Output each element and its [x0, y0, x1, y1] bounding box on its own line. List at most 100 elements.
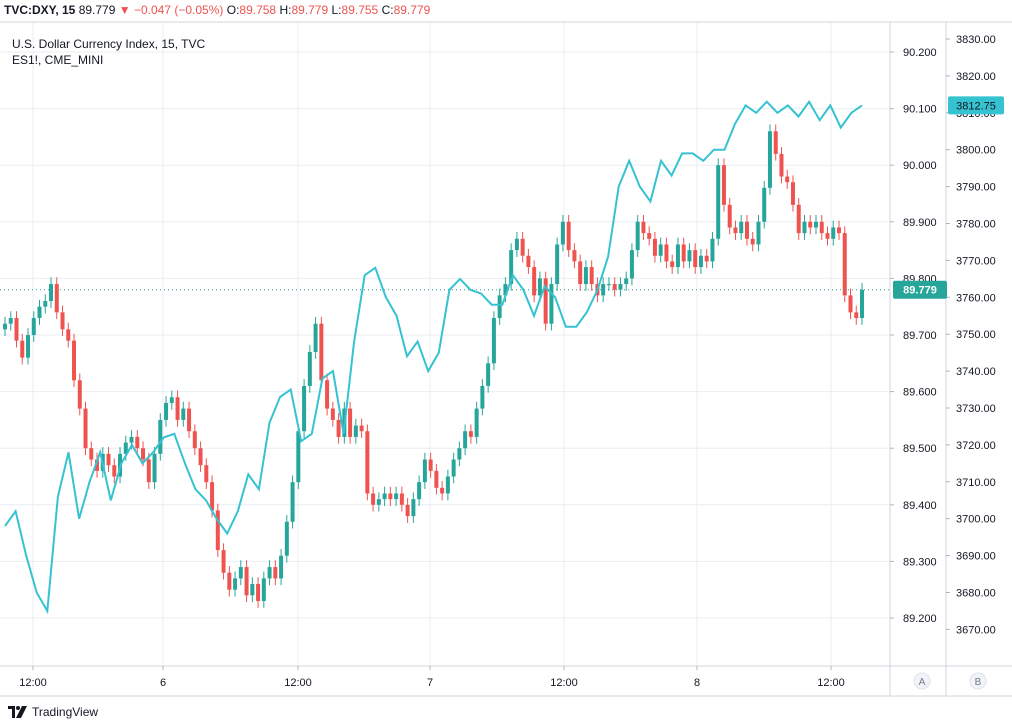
- candle-body: [72, 340, 77, 381]
- candle-body: [106, 453, 111, 466]
- high-label: H:: [279, 3, 292, 17]
- scale-button-A[interactable]: A: [913, 672, 931, 690]
- candle-body: [578, 261, 583, 285]
- candle-body: [440, 487, 445, 494]
- y-right-tick-label: 3710.00: [956, 477, 996, 489]
- candle-body: [319, 323, 324, 381]
- candle-body: [658, 244, 663, 256]
- y-right-tick-label: 3700.00: [956, 514, 996, 526]
- last-price-badge: [893, 280, 947, 299]
- candle-body: [353, 425, 358, 437]
- y-right-tick-label: 3690.00: [956, 551, 996, 563]
- candle-body: [762, 187, 767, 222]
- candle-body: [497, 295, 502, 319]
- candle-body: [273, 567, 278, 579]
- candle-body: [836, 227, 841, 234]
- candle-body: [422, 459, 427, 483]
- candle-body: [641, 221, 646, 234]
- candle-body: [3, 323, 7, 330]
- candle-body: [307, 351, 312, 386]
- candle-body: [261, 578, 266, 602]
- x-tick-label: 7: [427, 677, 433, 689]
- candle-body: [842, 233, 847, 296]
- candle-body: [779, 153, 784, 177]
- scale-button-B[interactable]: B: [969, 672, 987, 690]
- y-right-tick-label: 3740.00: [956, 366, 996, 378]
- candle-body: [152, 453, 157, 483]
- candle-body: [66, 329, 71, 341]
- candle-body: [612, 284, 617, 290]
- candle-body: [486, 363, 491, 386]
- candle-body: [394, 493, 399, 500]
- candle-body: [733, 227, 738, 234]
- y-left-tick-label: 89.300: [903, 556, 937, 568]
- candle-body: [14, 318, 19, 341]
- tradingview-logo[interactable]: TradingView: [8, 705, 98, 719]
- candle-body: [359, 425, 364, 432]
- candle-body: [330, 408, 335, 420]
- legend-compare-series[interactable]: ES1!, CME_MINI: [12, 53, 104, 67]
- candle-body: [20, 340, 25, 358]
- candle-body: [854, 312, 859, 319]
- compare-price-badge: [948, 96, 1004, 115]
- candle-body: [618, 284, 623, 290]
- candle-body: [123, 442, 128, 454]
- candle-body: [664, 244, 669, 262]
- candle-body: [290, 482, 295, 522]
- brand-label: TradingView: [32, 705, 99, 719]
- candle-body: [819, 221, 824, 234]
- candle-body: [704, 255, 709, 262]
- candle-body: [825, 233, 830, 239]
- candle-body: [848, 295, 853, 313]
- close-value: 89.779: [393, 3, 431, 17]
- close-label: C:: [381, 3, 394, 17]
- x-tick-label: 12:00: [284, 677, 312, 689]
- candle-body: [808, 221, 813, 228]
- y-right-tick-label: 3830.00: [956, 34, 996, 46]
- candle-body: [790, 182, 795, 205]
- candle-body: [187, 408, 192, 432]
- tradingview-icon: [8, 706, 27, 718]
- symbol-name[interactable]: TVC:DXY, 15: [4, 3, 76, 17]
- candle-body: [112, 465, 117, 477]
- last-price: 89.779: [78, 3, 116, 17]
- y-right-tick-label: 3780.00: [956, 219, 996, 231]
- y-right-tick-label: 3720.00: [956, 440, 996, 452]
- candle-body: [434, 470, 439, 488]
- candle-body: [296, 431, 301, 483]
- candle-body: [37, 306, 42, 319]
- symbol-header: TVC:DXY, 15 89.779 ▼ −0.047 (−0.05%) O:8…: [4, 3, 430, 17]
- y-right-tick-label: 3670.00: [956, 624, 996, 636]
- candle-body: [388, 493, 393, 500]
- candle-body: [802, 221, 807, 234]
- candle-body: [43, 301, 48, 307]
- candle-body: [480, 385, 485, 409]
- candle-body: [739, 221, 744, 234]
- y-right-tick-label: 3760.00: [956, 292, 996, 304]
- candle-body: [785, 176, 790, 183]
- candle-body: [284, 521, 289, 556]
- candle-body: [560, 221, 565, 245]
- candle-body: [198, 448, 203, 466]
- candle-body: [279, 555, 284, 579]
- candle-body: [652, 238, 657, 256]
- candle-body: [336, 419, 341, 437]
- y-left-tick-label: 89.400: [903, 500, 937, 512]
- candle-body: [635, 221, 640, 251]
- candle-body: [382, 493, 387, 500]
- y-right-tick-label: 3750.00: [956, 329, 996, 341]
- candle-body: [164, 402, 169, 420]
- candle-body: [227, 572, 232, 590]
- high-value: 89.779: [291, 3, 329, 17]
- candle-body: [509, 250, 514, 285]
- legend-main-series[interactable]: U.S. Dollar Currency Index, 15, TVC: [12, 37, 206, 51]
- candle-body: [750, 238, 755, 245]
- candle-body: [405, 504, 410, 517]
- candle-body: [267, 567, 272, 579]
- y-left-tick-label: 89.900: [903, 217, 937, 229]
- candle-body: [49, 284, 54, 302]
- low-label: L:: [331, 3, 342, 17]
- y-left-tick-label: 90.000: [903, 160, 937, 172]
- candle-body: [89, 448, 94, 460]
